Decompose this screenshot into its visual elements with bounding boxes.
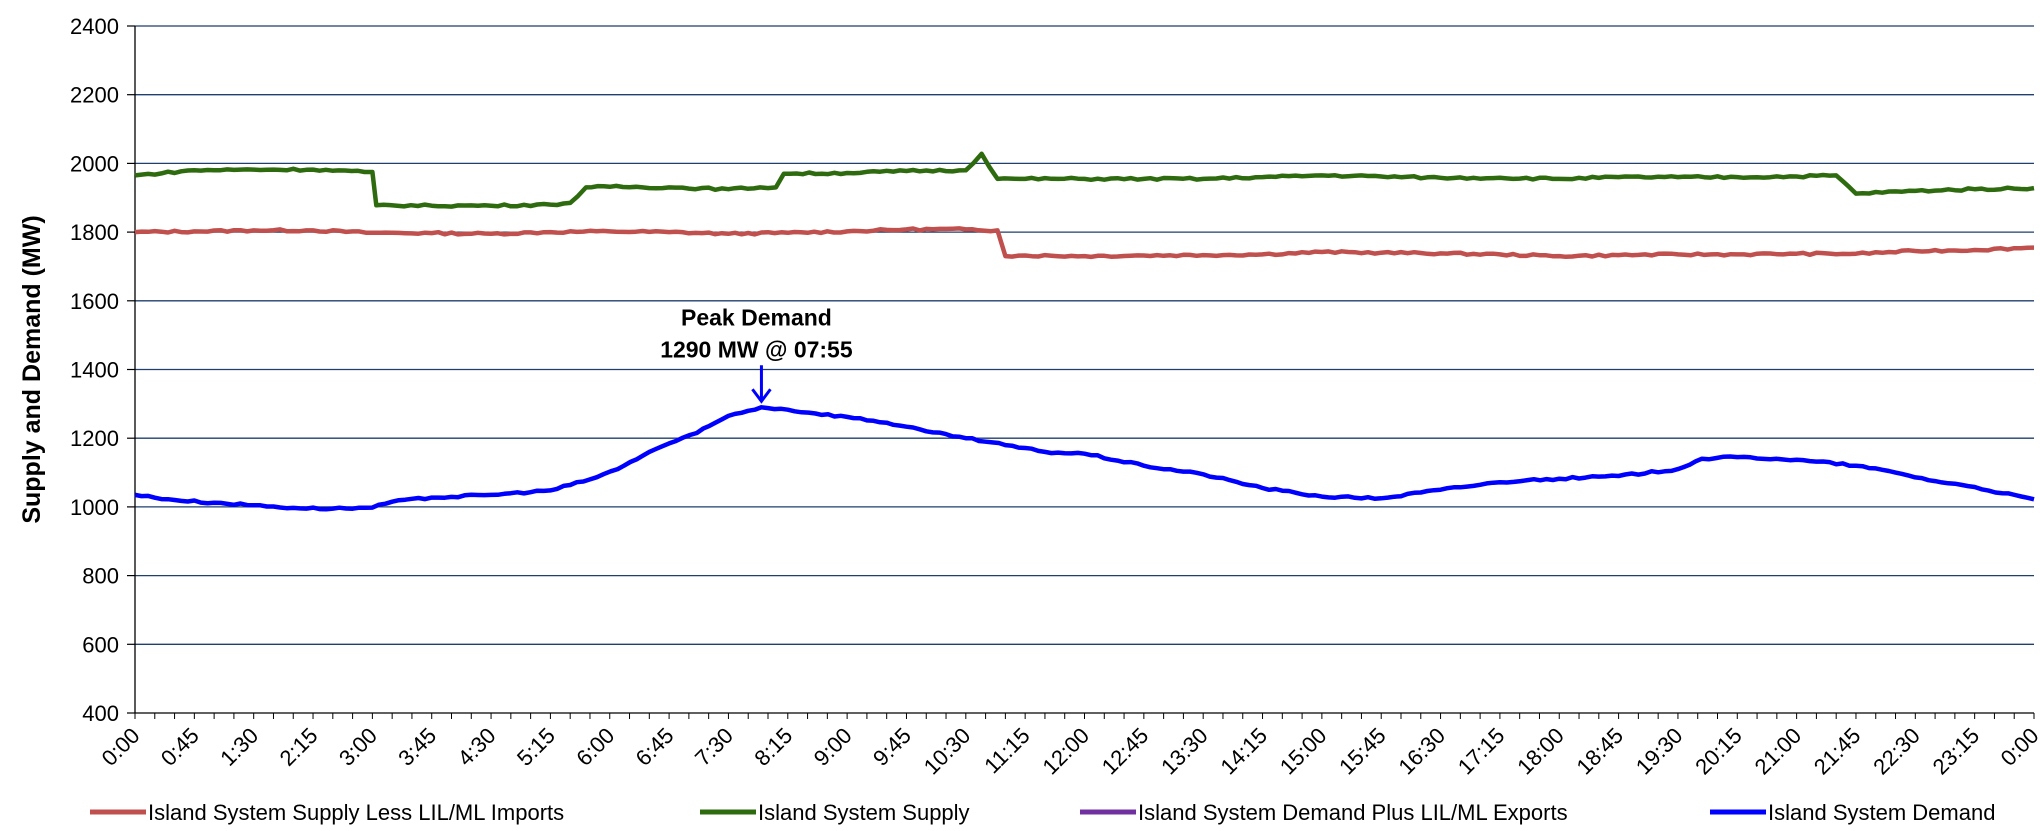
x-tick-label: 19:30 [1631, 723, 1688, 780]
legend-label-1: Island System Supply [758, 800, 970, 825]
x-tick-label: 8:15 [749, 723, 797, 771]
y-tick-label: 600 [82, 632, 119, 657]
y-tick-label: 800 [82, 564, 119, 589]
x-tick-label: 18:45 [1572, 723, 1629, 780]
x-tick-label: 16:30 [1393, 723, 1450, 780]
y-tick-label: 2000 [70, 151, 119, 176]
y-tick-label: 1000 [70, 495, 119, 520]
x-tick-label: 15:00 [1275, 723, 1332, 780]
x-tick-label: 23:15 [1928, 723, 1985, 780]
y-tick-label: 1600 [70, 289, 119, 314]
x-tick-label: 3:45 [393, 723, 441, 771]
legend-label-0: Island System Supply Less LIL/ML Imports [148, 800, 564, 825]
series-lines [134, 151, 2035, 512]
x-tick-label: 9:00 [809, 723, 857, 771]
x-tick-label: 11:15 [979, 723, 1034, 778]
y-tick-label: 1200 [70, 426, 119, 451]
x-axis-ticks: 0:00 0:45 1:30 2:15 3:00 3:45 4:30 5:15 6:00 6:45… [97, 713, 2040, 779]
x-tick-label: 18:00 [1512, 723, 1569, 780]
y-tick-label: 1400 [70, 358, 119, 383]
gridlines [134, 25, 2034, 714]
x-tick-label: 0:00 [97, 723, 145, 771]
y-tick-label: 2400 [70, 14, 119, 39]
series-line-1 [134, 151, 2035, 209]
annotation-arrow [751, 365, 772, 404]
x-tick-label: 6:00 [571, 723, 619, 771]
annotation-line-1: Peak Demand [681, 304, 832, 330]
x-tick-label: 12:45 [1097, 723, 1154, 780]
y-tick-label: 1800 [70, 220, 119, 245]
x-tick-label: 0:45 [156, 723, 204, 771]
y-axis-ticks: 400 600 800 1000 1200 1400 1600 1800 2000 2200 240… [70, 14, 135, 726]
x-tick-label: 14:15 [1215, 723, 1272, 780]
x-tick-label: 0:00 [1996, 723, 2040, 771]
x-tick-label: 21:00 [1750, 723, 1807, 780]
x-tick-label: 9:45 [868, 723, 916, 771]
x-tick-label: 3:00 [334, 723, 382, 771]
x-tick-label: 4:30 [453, 723, 501, 771]
x-tick-label: 12:00 [1037, 723, 1094, 780]
x-tick-label: 15:45 [1334, 723, 1391, 780]
y-axis-title: Supply and Demand (MW) [18, 215, 46, 523]
x-tick-label: 10:30 [919, 723, 976, 780]
series-line-0 [134, 226, 2035, 260]
x-tick-label: 1:30 [215, 723, 263, 771]
x-tick-label: 22:30 [1868, 723, 1925, 780]
peak-annotation: Peak Demand 1290 MW @ 07:55 [660, 304, 853, 404]
x-tick-label: 2:15 [275, 723, 323, 771]
legend: Island System Supply Less LIL/ML Imports… [90, 800, 1995, 825]
x-tick-label: 5:15 [512, 723, 560, 771]
legend-label-3: Island System Demand [1768, 800, 1995, 825]
legend-label-2: Island System Demand Plus LIL/ML Exports [1138, 800, 1568, 825]
x-tick-label: 13:30 [1156, 723, 1213, 780]
x-tick-label: 20:15 [1690, 723, 1747, 780]
x-tick-label: 6:45 [631, 723, 679, 771]
x-tick-label: 7:30 [690, 723, 738, 771]
x-tick-label: 21:45 [1809, 723, 1866, 780]
y-tick-label: 400 [82, 701, 119, 726]
x-tick-label: 17:15 [1453, 723, 1510, 780]
series-line-3 [134, 405, 2035, 512]
y-tick-label: 2200 [70, 83, 119, 108]
annotation-line-2: 1290 MW @ 07:55 [660, 336, 853, 362]
